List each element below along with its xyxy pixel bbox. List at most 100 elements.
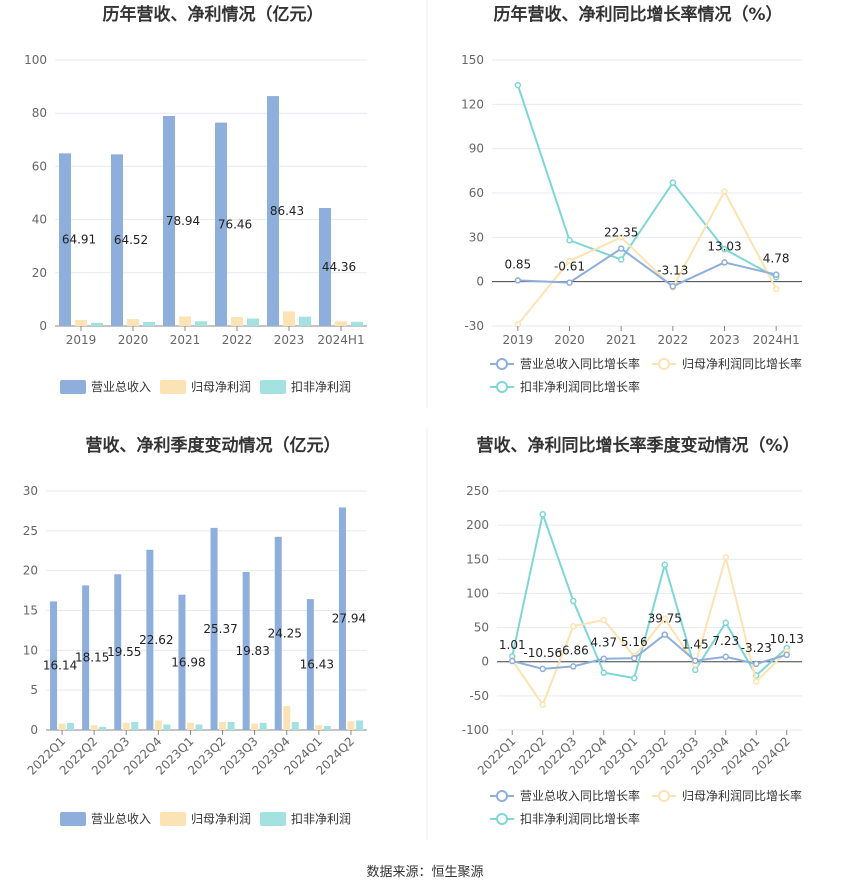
data-label: 13.03 bbox=[707, 239, 741, 253]
legend-marker bbox=[658, 358, 670, 370]
legend-label: 营业总收入 bbox=[91, 812, 151, 826]
bar bbox=[291, 722, 299, 730]
bar bbox=[315, 725, 323, 730]
series-line bbox=[511, 510, 788, 680]
data-label: 18.15 bbox=[75, 651, 109, 665]
x-tick-label: 2022 bbox=[658, 333, 689, 347]
bar bbox=[323, 726, 331, 730]
y-tick-label: 5 bbox=[30, 683, 38, 697]
line-point bbox=[539, 701, 546, 708]
chart-title: 历年营收、净利同比增长率情况（%） bbox=[493, 4, 782, 25]
legend-label: 扣非净利润同比增长率 bbox=[520, 811, 640, 826]
line-point bbox=[509, 657, 516, 665]
legend-swatch bbox=[60, 380, 86, 394]
data-label: -3.13 bbox=[657, 263, 688, 277]
annual-growth-chart: 历年营收、净利同比增长率情况（%） -30 0 30 60 90 120 150 2019 202… bbox=[461, 4, 802, 394]
data-label: 4.37 bbox=[590, 636, 617, 650]
y-tick-label: 60 bbox=[469, 186, 484, 200]
y-tick-label: 20 bbox=[23, 564, 38, 578]
bar bbox=[231, 316, 243, 326]
line-point bbox=[631, 674, 638, 682]
line-point bbox=[722, 619, 729, 627]
line-point bbox=[570, 622, 577, 630]
legend-marker bbox=[496, 813, 508, 825]
bar bbox=[251, 723, 259, 730]
line-point bbox=[753, 678, 760, 685]
data-label: 24.25 bbox=[268, 626, 302, 640]
line-point bbox=[722, 653, 729, 661]
line-point bbox=[753, 660, 760, 668]
x-tick-label: 2019 bbox=[503, 333, 534, 347]
line-point bbox=[566, 257, 573, 265]
data-label: 78.94 bbox=[166, 214, 200, 228]
legend-label: 营业总收入同比增长率 bbox=[520, 788, 640, 803]
legend-swatch bbox=[260, 380, 286, 394]
y-tick-label: 15 bbox=[23, 604, 38, 618]
y-tick-label: 100 bbox=[24, 53, 47, 67]
data-label: 19.83 bbox=[235, 644, 269, 658]
line-point bbox=[566, 279, 573, 286]
data-label: 27.94 bbox=[332, 612, 366, 626]
bar bbox=[143, 322, 155, 326]
bar bbox=[215, 122, 227, 327]
bar bbox=[111, 154, 123, 326]
data-label: 16.14 bbox=[43, 659, 77, 673]
legend-swatch bbox=[160, 812, 186, 826]
data-label: -6.86 bbox=[558, 643, 589, 657]
bar bbox=[114, 574, 122, 730]
bar bbox=[186, 722, 194, 730]
legend-label: 扣非净利润 bbox=[291, 380, 351, 394]
data-label: 22.62 bbox=[139, 633, 173, 647]
bar bbox=[267, 96, 279, 327]
y-tick-label: 80 bbox=[32, 106, 47, 120]
source-footer: 数据来源：恒生聚源 bbox=[366, 865, 483, 880]
x-tick-label: 2022 bbox=[222, 333, 253, 347]
legend-marker bbox=[496, 358, 508, 370]
line-point bbox=[600, 669, 607, 676]
series-line bbox=[516, 84, 777, 279]
legend-marker bbox=[496, 381, 508, 393]
line-point bbox=[514, 81, 522, 89]
legend-marker bbox=[496, 790, 508, 802]
x-tick-label: 2021 bbox=[606, 333, 637, 347]
y-tick-label: -50 bbox=[469, 689, 489, 703]
data-label: 39.75 bbox=[648, 612, 682, 626]
data-label: 5.16 bbox=[621, 635, 648, 649]
bar bbox=[90, 725, 98, 730]
bar bbox=[146, 549, 154, 730]
data-label: 19.55 bbox=[107, 645, 141, 659]
bar bbox=[179, 316, 191, 326]
chart-title: 历年营收、净利情况（亿元） bbox=[103, 4, 324, 25]
y-tick-label: 120 bbox=[461, 97, 484, 111]
data-label: 16.98 bbox=[171, 655, 205, 669]
x-tick-label: 2021 bbox=[170, 333, 201, 347]
line-point bbox=[721, 188, 728, 195]
bar bbox=[59, 153, 71, 326]
data-label: 25.37 bbox=[203, 622, 237, 636]
legend-swatch bbox=[160, 380, 186, 394]
bar bbox=[338, 507, 346, 730]
line-point bbox=[772, 271, 780, 278]
data-label: 7.23 bbox=[712, 634, 739, 648]
bar bbox=[99, 726, 107, 730]
bar bbox=[283, 706, 291, 730]
quarterly-growth-chart: 营收、净利同比增长率季度变动情况（%） -100 -50 0 50 100 150 200 25… bbox=[462, 435, 804, 826]
y-tick-label: 200 bbox=[466, 518, 489, 532]
y-tick-label: 0 bbox=[30, 723, 38, 737]
bar bbox=[274, 536, 282, 730]
line-point bbox=[772, 285, 780, 293]
y-tick-label: -30 bbox=[464, 319, 484, 333]
bar bbox=[163, 116, 175, 327]
bar bbox=[58, 723, 66, 730]
y-tick-label: 250 bbox=[466, 484, 489, 498]
legend-swatch bbox=[260, 812, 286, 826]
legend-label: 归母净利润同比增长率 bbox=[682, 356, 802, 371]
line-point bbox=[721, 245, 728, 253]
legend-label: 扣非净利润 bbox=[291, 812, 351, 826]
y-tick-label: 30 bbox=[23, 484, 38, 498]
line-point bbox=[669, 179, 677, 186]
line-point bbox=[722, 553, 729, 561]
bar bbox=[91, 322, 103, 326]
